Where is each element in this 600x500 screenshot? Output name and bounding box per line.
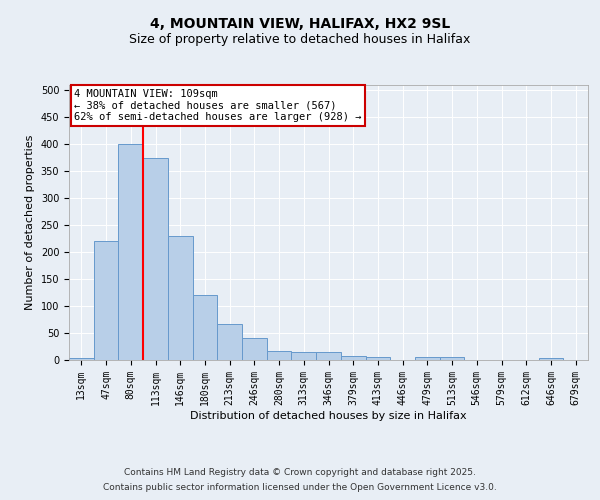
Bar bbox=[365, 358, 390, 360]
Bar bbox=[267, 351, 292, 360]
Bar bbox=[415, 358, 440, 360]
Bar bbox=[341, 356, 365, 360]
X-axis label: Distribution of detached houses by size in Halifax: Distribution of detached houses by size … bbox=[190, 410, 467, 420]
Bar bbox=[193, 296, 217, 360]
Text: Size of property relative to detached houses in Halifax: Size of property relative to detached ho… bbox=[130, 32, 470, 46]
Text: Contains public sector information licensed under the Open Government Licence v3: Contains public sector information licen… bbox=[103, 483, 497, 492]
Text: 4, MOUNTAIN VIEW, HALIFAX, HX2 9SL: 4, MOUNTAIN VIEW, HALIFAX, HX2 9SL bbox=[150, 18, 450, 32]
Bar bbox=[316, 352, 341, 360]
Text: 4 MOUNTAIN VIEW: 109sqm
← 38% of detached houses are smaller (567)
62% of semi-d: 4 MOUNTAIN VIEW: 109sqm ← 38% of detache… bbox=[74, 89, 362, 122]
Bar bbox=[94, 242, 118, 360]
Bar bbox=[440, 358, 464, 360]
Text: Contains HM Land Registry data © Crown copyright and database right 2025.: Contains HM Land Registry data © Crown c… bbox=[124, 468, 476, 477]
Bar bbox=[217, 324, 242, 360]
Bar bbox=[168, 236, 193, 360]
Bar bbox=[143, 158, 168, 360]
Bar bbox=[69, 358, 94, 360]
Bar bbox=[242, 338, 267, 360]
Bar bbox=[539, 358, 563, 360]
Bar bbox=[118, 144, 143, 360]
Y-axis label: Number of detached properties: Number of detached properties bbox=[25, 135, 35, 310]
Bar bbox=[292, 352, 316, 360]
